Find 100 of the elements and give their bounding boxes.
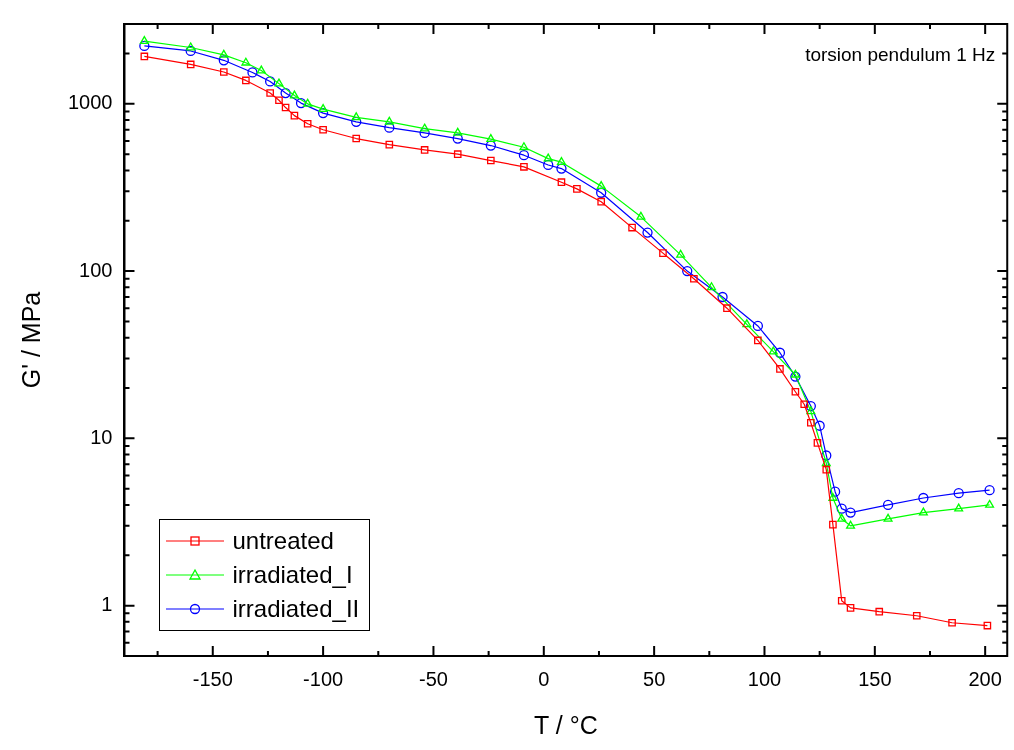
- point: [518, 150, 530, 161]
- point: [352, 134, 361, 143]
- point: [628, 223, 636, 232]
- point: [642, 227, 653, 238]
- x-tick-label: -100: [303, 667, 344, 690]
- point: [453, 150, 462, 158]
- point: [774, 347, 786, 358]
- point: [983, 621, 992, 630]
- legend-label: untreated: [232, 527, 334, 555]
- point: [828, 492, 838, 501]
- point: [186, 42, 196, 51]
- point: [742, 319, 752, 328]
- point: [385, 140, 394, 149]
- point: [829, 520, 837, 529]
- point: [247, 67, 258, 78]
- point: [557, 178, 566, 187]
- point: [676, 249, 686, 258]
- legend-label: irradiated_I: [232, 561, 353, 589]
- point: [520, 163, 528, 171]
- point: [487, 156, 495, 165]
- point: [556, 163, 567, 174]
- x-tick-label: 150: [858, 667, 892, 690]
- point: [318, 103, 328, 112]
- point: [918, 492, 929, 504]
- point: [573, 185, 581, 193]
- legend-label: irradiated_II: [232, 595, 360, 623]
- point: [139, 35, 149, 45]
- point: [837, 596, 846, 605]
- point: [846, 520, 856, 529]
- point: [597, 197, 606, 206]
- point: [814, 420, 825, 431]
- point: [636, 211, 646, 220]
- point: [289, 90, 299, 99]
- point: [420, 123, 430, 132]
- point: [912, 611, 921, 620]
- point: [776, 365, 784, 373]
- point: [140, 52, 149, 61]
- point: [948, 618, 956, 627]
- x-tick-label: -50: [419, 667, 448, 690]
- point: [821, 458, 831, 467]
- point: [690, 274, 698, 283]
- point: [241, 57, 251, 66]
- point: [543, 159, 554, 171]
- point: [596, 187, 607, 198]
- point: [985, 499, 995, 508]
- annotation: torsion pendulum 1 Hz: [805, 44, 996, 66]
- point: [806, 406, 816, 415]
- point: [384, 116, 394, 125]
- point: [295, 97, 307, 109]
- y-tick-label: 10: [90, 425, 113, 448]
- point: [485, 140, 496, 151]
- x-axis-title: T / °C: [534, 710, 598, 739]
- point: [185, 45, 196, 57]
- point: [303, 98, 313, 107]
- point: [845, 507, 856, 518]
- point: [836, 503, 847, 514]
- point: [317, 107, 329, 119]
- point: [452, 133, 463, 144]
- point: [953, 488, 964, 499]
- point: [754, 336, 762, 345]
- point: [790, 371, 801, 382]
- x-tick-label: 0: [538, 667, 550, 690]
- point: [717, 291, 728, 303]
- point: [846, 604, 855, 612]
- x-tick-label: 50: [643, 667, 666, 690]
- point: [543, 153, 553, 162]
- x-tick-label: -150: [192, 667, 233, 690]
- point: [274, 78, 284, 87]
- y-axis-title: G' / MPa: [16, 291, 45, 389]
- point: [918, 507, 928, 516]
- y-tick-label: 1000: [67, 91, 113, 114]
- point: [420, 146, 429, 154]
- point: [984, 485, 995, 496]
- point: [791, 387, 800, 396]
- point: [813, 439, 822, 447]
- point: [837, 513, 847, 522]
- point: [319, 125, 327, 134]
- point: [800, 400, 809, 409]
- point: [829, 486, 841, 497]
- point: [954, 503, 964, 512]
- point: [768, 346, 778, 355]
- point: [596, 180, 606, 190]
- point: [875, 607, 884, 616]
- point: [139, 40, 150, 52]
- point: [821, 450, 832, 461]
- point: [790, 369, 800, 378]
- point: [486, 133, 496, 143]
- point: [723, 304, 731, 313]
- point: [351, 116, 362, 128]
- point: [351, 112, 361, 121]
- point: [805, 400, 816, 412]
- point: [453, 127, 463, 136]
- x-tick-label: 100: [747, 667, 782, 690]
- point: [242, 76, 250, 85]
- point: [186, 60, 195, 69]
- point: [822, 465, 831, 474]
- point: [882, 499, 894, 511]
- point: [519, 142, 529, 151]
- point: [883, 513, 893, 522]
- point: [384, 122, 395, 133]
